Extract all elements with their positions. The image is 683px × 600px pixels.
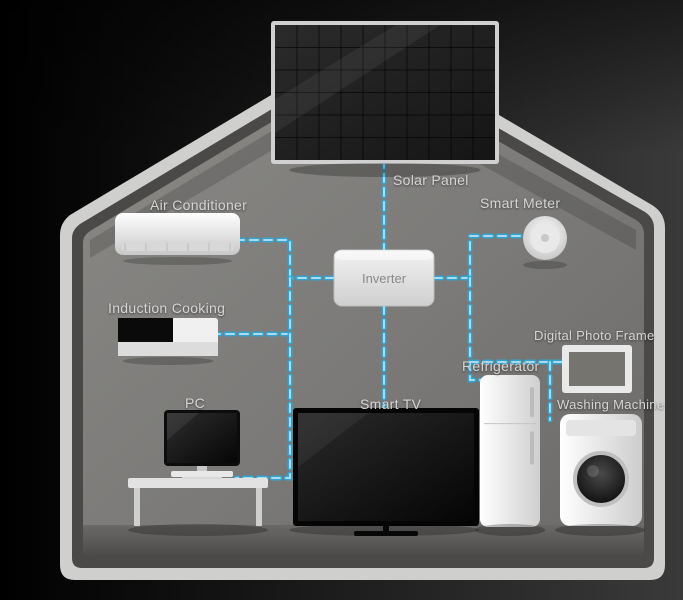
label-induction-cooking: Induction Cooking [108,300,225,316]
label-washing-machine: Washing Machine [557,397,664,412]
label-air-conditioner: Air Conditioner [150,197,247,213]
scene-svg: Inverter [0,0,683,600]
inverter-icon: Inverter [334,250,434,306]
solar-panel-icon [271,21,499,177]
label-solar-panel: Solar Panel [393,172,469,188]
digital-photo-frame-icon [562,345,632,393]
refrigerator-icon [480,375,540,527]
smart-home-diagram: Inverter Solar Panel Air Conditioner Sma… [0,0,683,600]
label-refrigerator: Refrigerator [462,358,540,374]
label-digital-photo-frame: Digital Photo Frame [534,328,655,343]
inverter-label: Inverter [362,271,407,286]
label-pc: PC [185,395,205,411]
washing-machine-icon [560,414,642,526]
smart-tv-icon [293,408,479,536]
label-smart-meter: Smart Meter [480,195,560,211]
label-smart-tv: Smart TV [360,396,421,412]
